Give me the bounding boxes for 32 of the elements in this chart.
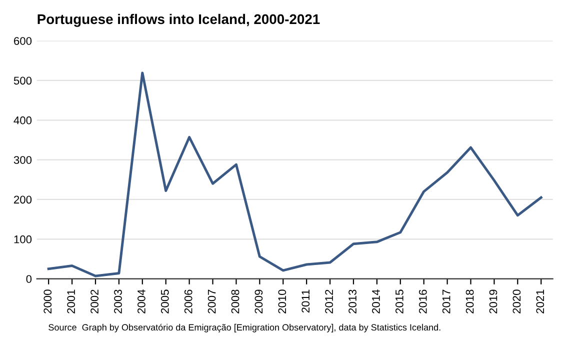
x-tick-label: 2021: [536, 290, 544, 314]
x-tick-label: 2000: [44, 290, 52, 314]
x-tick-label: 2007: [208, 290, 216, 314]
x-tick-label: 2011: [302, 290, 310, 313]
x-tick-label: 2019: [489, 290, 498, 314]
x-tick-label: 2004: [138, 290, 146, 314]
y-tick-label: 500: [14, 76, 32, 85]
line-series: [47, 72, 542, 278]
y-tick-label: 600: [14, 37, 32, 45]
x-tick-label: 2008: [231, 290, 240, 314]
x-tick-label: 2014: [372, 290, 380, 314]
y-tick-label: 300: [14, 156, 32, 164]
y-tick-label: 200: [14, 196, 32, 204]
x-tick-label: 2015: [395, 290, 404, 314]
x-tick-label: 2005: [160, 290, 169, 314]
y-tick-label: 100: [14, 235, 32, 244]
y-tick-label: 400: [14, 116, 32, 124]
x-tick-label: 2006: [184, 290, 192, 314]
x-tick-label: 2013: [348, 290, 356, 314]
x-tick-label: 2003: [114, 290, 122, 314]
source-note: Source Graph by Observatório da Emigração [Emigration Observatory], data by Statistics Iceland.: [48, 324, 440, 332]
x-tick-label: 2001: [67, 290, 76, 314]
x-tick-label: 2002: [90, 290, 98, 314]
chart-title: Portuguese inflows into Iceland, 2000-2021: [38, 14, 320, 27]
y-tick-label: 0: [26, 275, 32, 283]
x-tick-label: 2009: [254, 290, 263, 314]
x-tick-label: 2012: [325, 290, 333, 314]
x-tick-label: 2010: [278, 290, 286, 314]
x-tick-label: 2017: [442, 290, 450, 314]
x-tick-label: 2016: [418, 290, 427, 314]
x-tick-label: 2018: [466, 290, 474, 314]
x-tick-label: 2020: [512, 290, 521, 314]
